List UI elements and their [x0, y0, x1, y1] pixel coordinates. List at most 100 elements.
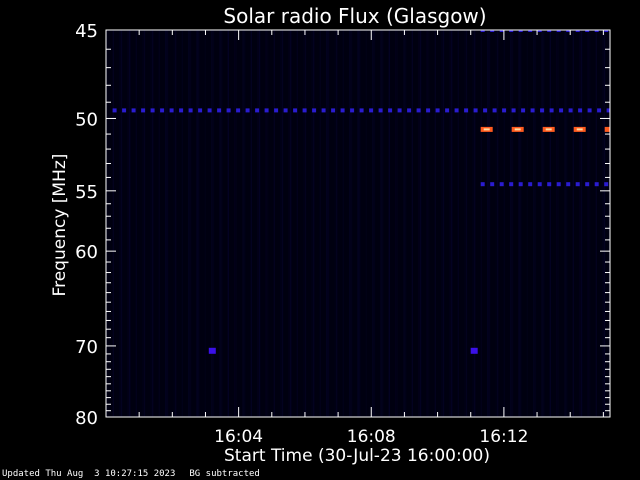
- emission-band-segment: [217, 108, 222, 113]
- background-streak: [357, 30, 359, 417]
- background-streak: [365, 30, 367, 417]
- updated-timestamp: Updated Thu Aug 3 10:27:15 2023: [2, 469, 176, 479]
- emission-band-segment: [528, 30, 533, 32]
- y-tick-label: 70: [75, 337, 98, 358]
- emission-band-segment: [483, 108, 488, 113]
- background-streak: [327, 30, 330, 417]
- emission-band-segment: [499, 30, 504, 32]
- emission-band-core: [545, 128, 552, 131]
- background-streak: [112, 30, 114, 417]
- emission-band-segment: [369, 108, 374, 113]
- chart-title: Solar radio Flux (Glasgow): [223, 4, 486, 28]
- emission-band-segment: [604, 30, 609, 32]
- background-streak: [219, 30, 221, 417]
- background-streak: [526, 30, 528, 417]
- x-axis: 16:04 16:08 16:12: [138, 30, 604, 447]
- background-streak: [326, 30, 328, 417]
- background-streak: [342, 30, 344, 417]
- background-streak: [265, 30, 267, 417]
- background-streak: [165, 30, 167, 417]
- background-streak: [127, 30, 129, 417]
- background-streak: [497, 30, 499, 417]
- background-streak: [396, 30, 399, 417]
- emission-band-segment: [528, 182, 533, 187]
- emission-band-segment: [490, 182, 495, 187]
- background-streak: [610, 30, 611, 417]
- emission-band-segment: [518, 182, 523, 187]
- emission-band-segment: [521, 108, 526, 113]
- background-streak: [411, 30, 413, 417]
- background-streak: [557, 30, 560, 417]
- emission-band-segment: [331, 108, 336, 113]
- emission-band-segment: [509, 182, 514, 187]
- background-streak: [495, 30, 497, 417]
- emission-band-segment: [585, 182, 590, 187]
- emission-band-core: [514, 128, 521, 131]
- background-streak: [334, 30, 336, 417]
- background-streak: [372, 30, 374, 417]
- background-streak: [135, 30, 137, 417]
- y-tick-label: 55: [75, 182, 98, 203]
- emission-band-segment: [540, 108, 545, 113]
- emission-band-segment: [198, 108, 203, 113]
- x-tick-label: 16:04: [214, 427, 263, 447]
- emission-band-segment: [397, 108, 402, 113]
- background-streak: [212, 30, 215, 417]
- x-axis-label: Start Time (30-Jul-23 16:00:00): [224, 446, 490, 466]
- emission-band-segment: [226, 108, 231, 113]
- background-streak: [487, 30, 489, 417]
- emission-band-segment: [416, 108, 421, 113]
- plot-background: [106, 30, 610, 417]
- emission-band-segment: [312, 108, 317, 113]
- background-streak: [311, 30, 313, 417]
- background-streak: [382, 30, 384, 417]
- background-streak: [349, 30, 351, 417]
- footer: Updated Thu Aug 3 10:27:15 2023 BG subtra…: [2, 469, 274, 479]
- y-tick-label: 60: [75, 242, 98, 263]
- background-streak: [474, 30, 476, 417]
- background-streak: [510, 30, 512, 417]
- plot-frame: [105, 29, 611, 418]
- background-streak: [166, 30, 169, 417]
- background-streak: [173, 30, 175, 417]
- y-tick-label: 50: [75, 109, 98, 130]
- emission-band-segment: [559, 108, 564, 113]
- emission-band-segment: [537, 182, 542, 187]
- background-streak: [388, 30, 390, 417]
- emission-band-segment: [604, 126, 610, 132]
- emission-spot: [208, 347, 216, 354]
- emission-band-segment: [575, 182, 580, 187]
- background-note: BG subtracted: [189, 469, 260, 479]
- emission-band-segment: [604, 182, 609, 187]
- emission-band-segment: [445, 108, 450, 113]
- emission-band-segment: [169, 108, 174, 113]
- emission-band-segment: [502, 108, 507, 113]
- background-streak: [242, 30, 244, 417]
- background-streak: [204, 30, 206, 417]
- background-streak: [119, 30, 121, 417]
- background-streak: [319, 30, 321, 417]
- emission-band-segment: [435, 108, 440, 113]
- background-streak: [189, 30, 192, 417]
- background-streak: [181, 30, 183, 417]
- background-streak: [257, 30, 259, 417]
- background-streak: [595, 30, 597, 417]
- background-streak: [488, 30, 491, 417]
- background-streak: [556, 30, 558, 417]
- emission-band-segment: [264, 108, 269, 113]
- background-streak: [442, 30, 445, 417]
- background-streak: [518, 30, 520, 417]
- emission-band-segment: [566, 30, 571, 32]
- emission-band-segment: [236, 108, 241, 113]
- emission-band-segment: [490, 30, 495, 32]
- background-streak: [188, 30, 190, 417]
- background-streak: [541, 30, 543, 417]
- emission-band-segment: [245, 108, 250, 113]
- emission-band-segment: [350, 108, 355, 113]
- emission-band-segment: [141, 108, 146, 113]
- emission-band-segment: [131, 108, 136, 113]
- emission-band-segment: [575, 30, 580, 32]
- background-streak: [142, 30, 144, 417]
- y-axis: 45 50 55 60 70 80: [75, 21, 610, 429]
